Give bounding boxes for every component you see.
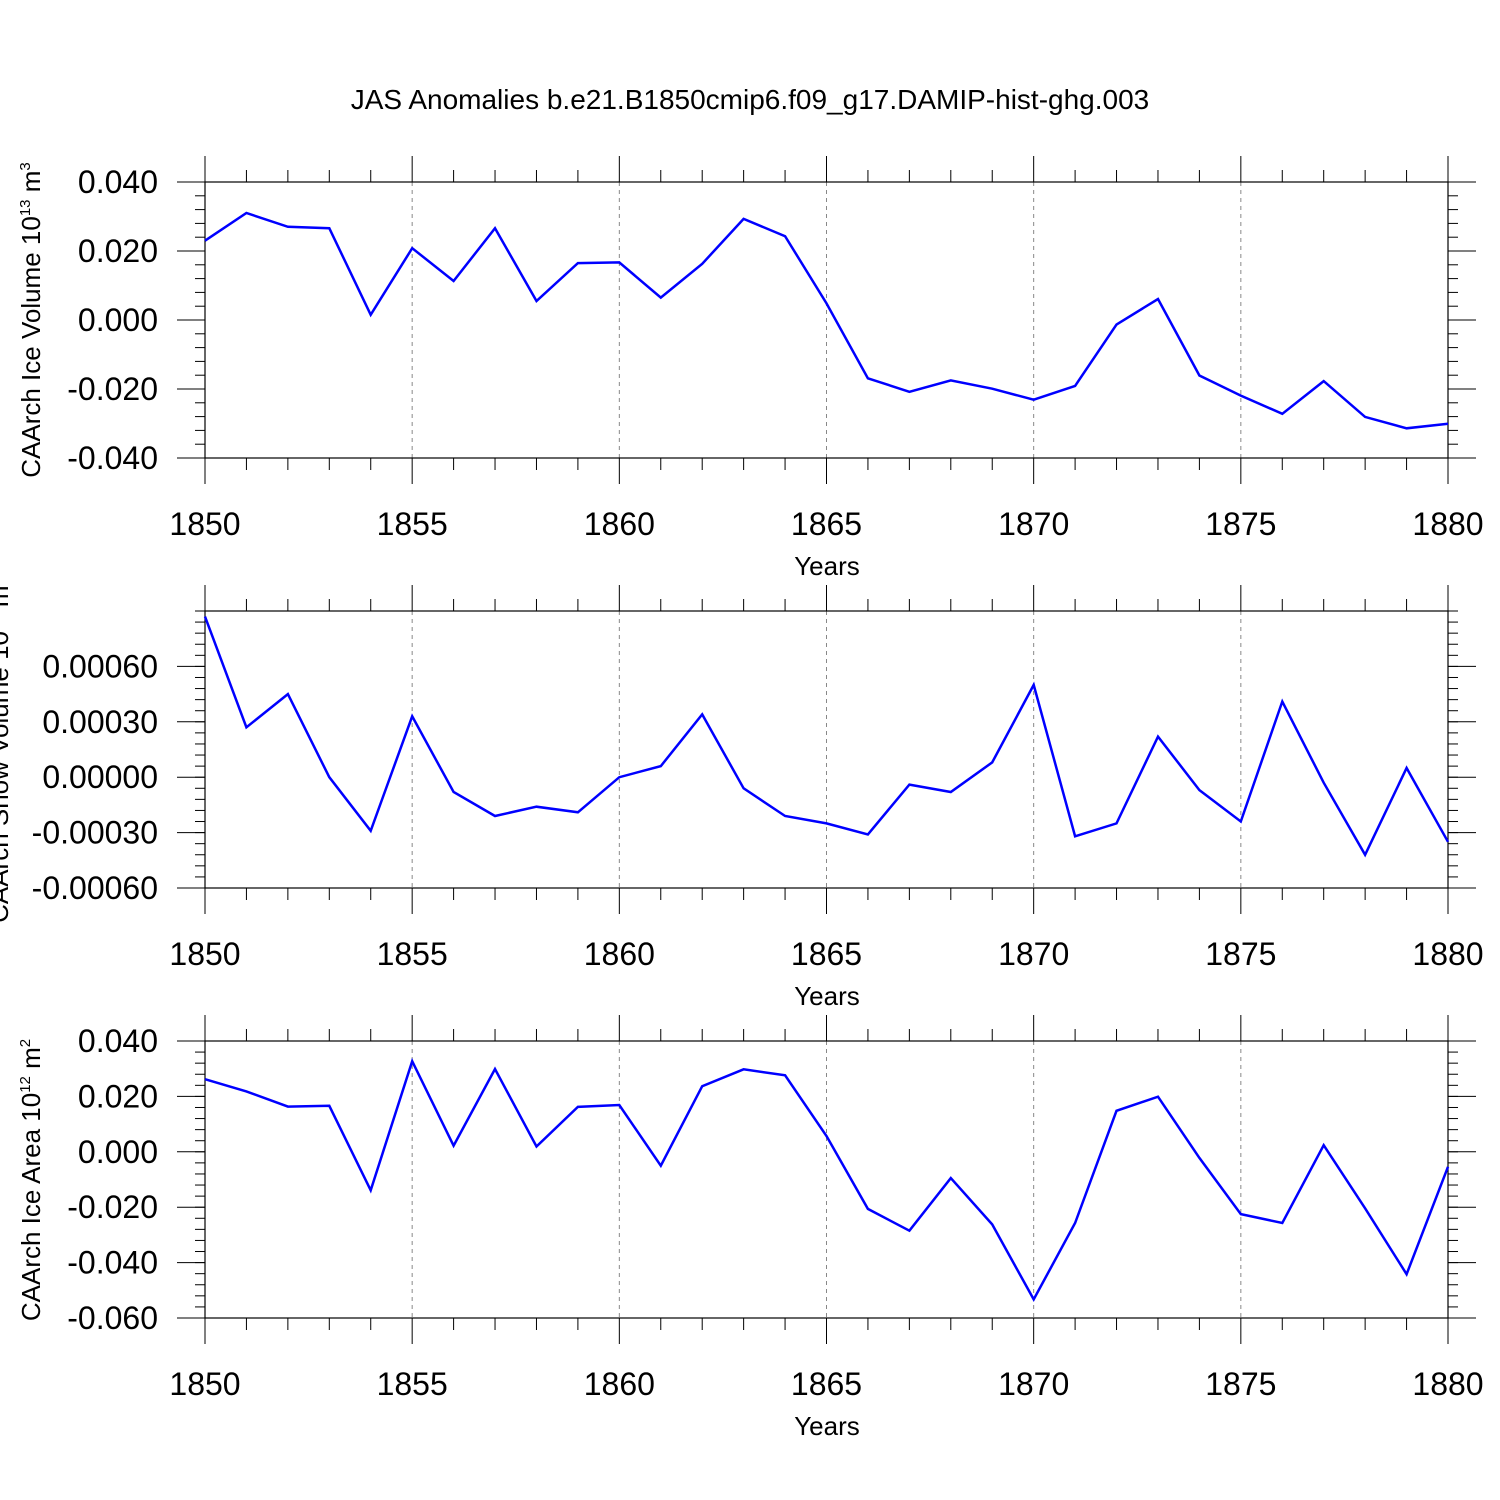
x-tick-label: 1865 <box>791 506 862 542</box>
x-tick-label: 1880 <box>1412 936 1483 972</box>
y-tick-label: -0.00060 <box>32 870 158 906</box>
x-tick-label: 1865 <box>791 1366 862 1402</box>
x-tick-label: 1850 <box>169 1366 240 1402</box>
y-tick-label: -0.040 <box>67 1245 158 1281</box>
x-tick-label: 1855 <box>377 506 448 542</box>
y-tick-label: 0.040 <box>78 164 158 200</box>
y-tick-label: -0.020 <box>67 371 158 407</box>
xlabel-snow-volume: Years <box>794 981 860 1011</box>
panel-ice-volume: CAArch Ice Volume 1013 m3 Years 1850 1855… <box>16 156 1484 581</box>
y-tick-label: -0.040 <box>67 440 158 476</box>
series-line-ice-volume <box>204 211 1449 430</box>
panel-snow-volume: CAArch Snow Volume 1013 m3 Years 1850 185… <box>0 577 1484 1011</box>
panel-ice-area: CAArch Ice Area 1012 m2 Years 1850 1855 18… <box>16 1015 1484 1441</box>
x-tick-label: 1875 <box>1205 506 1276 542</box>
x-tick-label: 1880 <box>1412 1366 1483 1402</box>
x-tick-label: 1850 <box>169 506 240 542</box>
ylabel-ice-volume: CAArch Ice Volume 1013 m3 <box>16 162 46 478</box>
y-tick-label: -0.060 <box>67 1300 158 1336</box>
y-tick-label: 0.00000 <box>42 759 158 795</box>
y-tick-label: 0.00060 <box>42 648 158 684</box>
y-tick-label: 0.020 <box>78 233 158 269</box>
series-line-snow-volume <box>203 616 1450 858</box>
x-tick-label: 1870 <box>998 506 1069 542</box>
x-tick-label: 1860 <box>584 936 655 972</box>
ylabel-snow-volume: CAArch Snow Volume 1013 m3 <box>0 577 14 923</box>
x-tick-label: 1880 <box>1412 506 1483 542</box>
xlabel-ice-volume: Years <box>794 551 860 581</box>
xlabel-ice-area: Years <box>794 1411 860 1441</box>
y-tick-label: 0.020 <box>78 1078 158 1114</box>
series-line-ice-area <box>204 1057 1450 1303</box>
y-tick-label: 0.000 <box>78 302 158 338</box>
x-tick-label: 1855 <box>377 1366 448 1402</box>
y-tick-label: 0.040 <box>78 1023 158 1059</box>
x-tick-label: 1860 <box>584 1366 655 1402</box>
x-tick-label: 1850 <box>169 936 240 972</box>
y-tick-label: -0.00030 <box>32 815 158 851</box>
x-tick-label: 1865 <box>791 936 862 972</box>
y-tick-label: 0.00030 <box>42 704 158 740</box>
x-tick-label: 1860 <box>584 506 655 542</box>
y-tick-label: 0.000 <box>78 1134 158 1170</box>
y-tick-label: -0.020 <box>67 1189 158 1225</box>
x-tick-label: 1875 <box>1205 936 1276 972</box>
x-tick-label: 1875 <box>1205 1366 1276 1402</box>
x-tick-label: 1870 <box>998 1366 1069 1402</box>
x-tick-label: 1870 <box>998 936 1069 972</box>
ylabel-ice-area: CAArch Ice Area 1012 m2 <box>16 1039 46 1321</box>
chart-title: JAS Anomalies b.e21.B1850cmip6.f09_g17.D… <box>351 84 1149 115</box>
x-tick-label: 1855 <box>377 936 448 972</box>
